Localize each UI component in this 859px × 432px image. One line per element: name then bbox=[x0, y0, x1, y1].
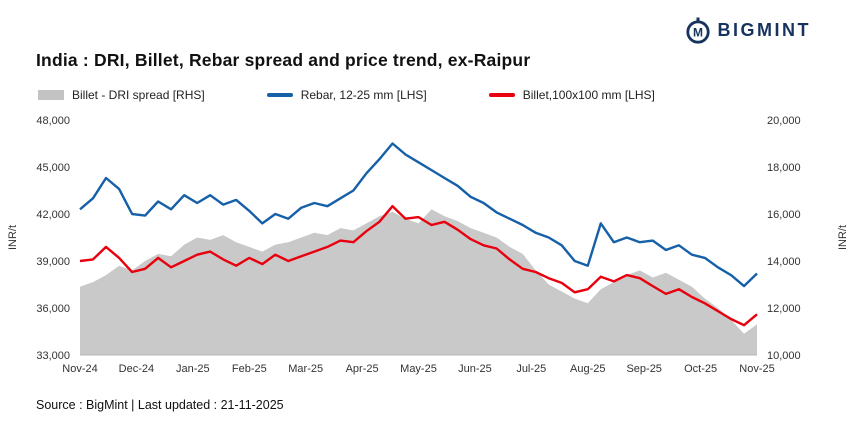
rhs-tick-label: 12,000 bbox=[767, 303, 801, 315]
legend-label: Rebar, 12-25 mm [LHS] bbox=[300, 88, 427, 102]
x-tick-label: Jan-25 bbox=[176, 363, 210, 375]
bigmint-logo: M BIGMINT bbox=[685, 16, 812, 44]
lhs-tick-label: 45,000 bbox=[36, 162, 70, 174]
chart-svg: 33,000 36,000 39,000 42,000 45,000 48,000 10,0… bbox=[7, 115, 849, 375]
legend-item: Billet,100x100 mm [LHS] bbox=[488, 88, 655, 102]
lhs-axis-title: INR/t bbox=[7, 225, 19, 250]
legend-swatch-line bbox=[488, 93, 515, 97]
page-title: India : DRI, Billet, Rebar spread and pr… bbox=[36, 50, 531, 70]
legend-item: Rebar, 12-25 mm [LHS] bbox=[266, 88, 427, 102]
lhs-tick-label: 48,000 bbox=[36, 115, 70, 127]
legend-label: Billet,100x100 mm [LHS] bbox=[522, 88, 655, 102]
x-tick-label: Oct-25 bbox=[684, 363, 717, 375]
legend-swatch-line bbox=[266, 93, 293, 97]
rhs-tick-label: 10,000 bbox=[767, 350, 801, 362]
billet-dri-spread-area-series bbox=[80, 209, 757, 355]
bigmint-logo-icon: M bbox=[685, 17, 710, 44]
billet-100x100-line-series bbox=[79, 204, 758, 327]
chart-legend: Billet - DRI spread [RHS] Rebar, 12-25 mm… bbox=[38, 88, 655, 102]
lhs-tick-label: 42,000 bbox=[36, 209, 70, 221]
x-tick-label: Nov-24 bbox=[62, 363, 97, 375]
price-trend-chart: 33,000 36,000 39,000 42,000 45,000 48,000 10,0… bbox=[0, 106, 859, 378]
rhs-tick-label: 14,000 bbox=[767, 256, 801, 268]
x-tick-label: Dec-24 bbox=[119, 363, 154, 375]
x-tick-label: Sep-25 bbox=[626, 363, 661, 375]
bigmint-logo-text: BIGMINT bbox=[717, 19, 811, 40]
legend-item: Billet - DRI spread [RHS] bbox=[38, 88, 205, 102]
x-tick-label: Mar-25 bbox=[288, 363, 323, 375]
svg-text:M: M bbox=[693, 26, 703, 40]
x-tick-label: Nov-25 bbox=[739, 363, 774, 375]
rhs-tick-label: 16,000 bbox=[767, 209, 801, 221]
x-tick-label: Jul-25 bbox=[516, 363, 546, 375]
legend-label: Billet - DRI spread [RHS] bbox=[72, 88, 205, 102]
lhs-tick-label: 36,000 bbox=[36, 303, 70, 315]
x-tick-label: Feb-25 bbox=[232, 363, 267, 375]
x-tick-label: Aug-25 bbox=[570, 363, 605, 375]
x-tick-label: Apr-25 bbox=[346, 363, 379, 375]
lhs-tick-label: 33,000 bbox=[36, 350, 70, 362]
rhs-tick-label: 20,000 bbox=[767, 115, 801, 127]
source-note: Source : BigMint | Last updated : 21-11-… bbox=[36, 398, 284, 412]
rebar-12-25-line-series bbox=[79, 142, 758, 288]
rhs-tick-label: 18,000 bbox=[767, 162, 801, 174]
rhs-axis-title: INR/t bbox=[837, 225, 849, 250]
x-tick-label: May-25 bbox=[400, 363, 437, 375]
lhs-tick-label: 39,000 bbox=[36, 256, 70, 268]
x-tick-label: Jun-25 bbox=[458, 363, 492, 375]
legend-swatch-area bbox=[38, 90, 64, 100]
